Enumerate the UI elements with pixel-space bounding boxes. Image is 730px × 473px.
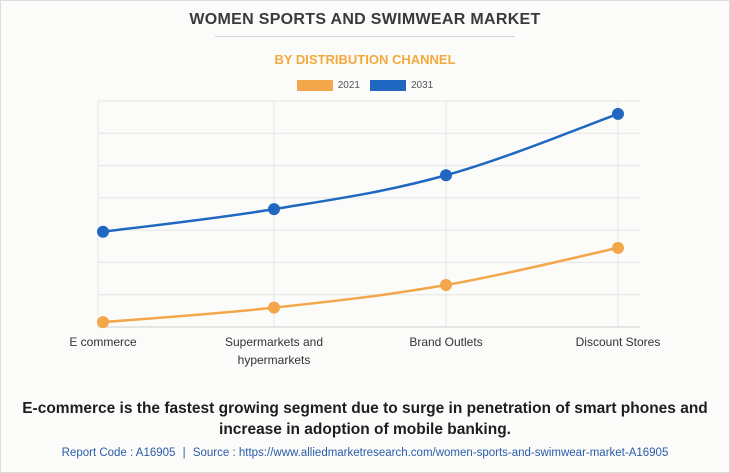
chart-title: WOMEN SPORTS AND SWIMWEAR MARKET bbox=[189, 11, 541, 28]
line-chart: E commerce Supermarkets and hypermarkets Br… bbox=[69, 100, 661, 367]
x-tick-label: Supermarkets and hypermarkets bbox=[225, 335, 323, 367]
legend-swatch-2031 bbox=[370, 80, 406, 91]
data-point-2031-3 bbox=[440, 169, 452, 182]
footer-separator: | bbox=[182, 447, 186, 459]
x-tick-label: Discount Stores bbox=[576, 335, 661, 349]
legend-item-2021[interactable]: 2021 bbox=[296, 80, 360, 91]
x-tick-label: E commerce bbox=[69, 335, 137, 349]
legend-label-2031: 2031 bbox=[411, 80, 434, 91]
legend-label-2021: 2021 bbox=[337, 80, 360, 91]
data-point-2021-3 bbox=[440, 279, 452, 292]
x-tick-label: Brand Outlets bbox=[409, 335, 482, 349]
data-point-2021-1 bbox=[97, 316, 109, 329]
source-link[interactable]: Source : https://www.alliedmarketresearc… bbox=[192, 447, 669, 459]
legend: 2021 2031 bbox=[0, 80, 730, 91]
series-line-2021 bbox=[102, 246, 619, 324]
series-line-2031 bbox=[102, 112, 619, 233]
title-divider bbox=[215, 36, 515, 37]
data-point-2031-1 bbox=[97, 225, 109, 238]
report-code: Report Code : A16905 bbox=[61, 447, 176, 459]
data-point-2031-2 bbox=[268, 203, 280, 216]
legend-item-2031[interactable]: 2031 bbox=[370, 80, 433, 91]
chart-caption: E-commerce is the fastest growing segmen… bbox=[22, 400, 708, 438]
data-point-2021-2 bbox=[268, 301, 280, 314]
footer: Report Code : A16905 | Source : https://… bbox=[0, 447, 730, 459]
legend-swatch-2021 bbox=[296, 80, 333, 91]
data-point-2031-4 bbox=[612, 107, 624, 120]
data-point-2021-4 bbox=[612, 241, 624, 254]
chart-subtitle: BY DISTRIBUTION CHANNEL bbox=[274, 52, 456, 67]
